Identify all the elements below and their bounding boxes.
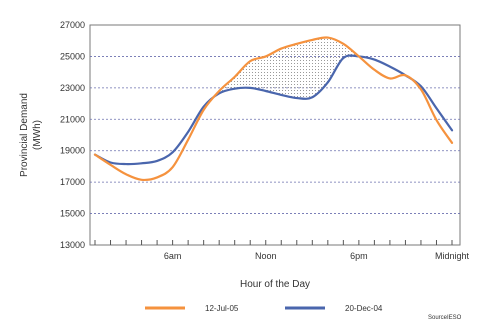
y-tick-label: 17000 [60,177,85,187]
x-axis-ticks: 6am Noon 6pm Midnight [94,240,470,261]
data-point-jul [140,178,143,181]
series-line-jul [93,36,454,182]
data-point-dec [125,163,127,165]
data-point-jul [435,119,438,121]
series-lines [93,36,454,182]
x-axis-title: Hour of the Day [240,279,310,290]
data-point-dec [233,87,236,90]
source-note: SourceIESO [428,315,462,321]
data-point-dec [280,94,283,96]
data-point-jul [264,55,267,58]
data-point-jul [357,55,360,58]
y-axis-ticks: 13000 15000 17000 19000 21000 23000 25000 27000 [60,20,85,250]
data-point-jul [404,74,407,77]
y-tick-label: 13000 [60,240,85,250]
data-point-jul [218,90,221,92]
legend: 12-Jul-05 20-Dec-04 [145,304,383,313]
y-tick-label: 25000 [60,51,85,61]
data-point-jul [156,176,158,179]
difference-shaded-area [219,37,359,99]
data-point-dec [171,151,174,154]
data-point-dec [342,57,345,59]
legend-label-dec: 20-Dec-04 [345,304,383,313]
data-point-dec [389,65,391,68]
data-point-dec [420,85,422,88]
x-tick-label: Noon [255,251,277,261]
y-tick-label: 19000 [60,146,85,156]
data-point-dec [187,130,190,133]
data-point-jul [420,88,422,91]
data-point-jul [233,75,236,78]
data-point-jul [249,60,252,63]
y-axis-unit: (MWh) [32,120,43,150]
x-tick-label: 6pm [350,251,368,261]
y-axis-title: Provincial Demand [19,93,30,177]
data-point-dec [451,129,453,132]
data-point-jul [187,138,190,141]
y-tick-label: 27000 [60,20,85,30]
data-point-jul [373,68,376,71]
data-point-dec [373,58,376,61]
x-tick-label: Midnight [435,251,470,261]
data-point-jul [326,36,329,39]
legend-label-jul: 12-Jul-05 [205,304,239,313]
data-point-jul [451,141,453,144]
data-point-jul [109,163,112,166]
data-point-jul [202,108,205,111]
data-point-dec [311,96,314,99]
data-point-dec [202,105,205,108]
data-point-dec [295,97,298,99]
data-point-dec [249,86,252,89]
data-point-dec [264,90,267,92]
x-tick-label: 6am [164,251,182,261]
data-point-jul [311,39,314,41]
data-point-jul [94,153,96,156]
y-tick-label: 15000 [60,209,85,219]
data-point-jul [171,166,174,169]
series-line-dec [93,54,454,166]
data-point-dec [156,160,158,162]
data-point-dec [435,107,438,110]
data-point-jul [280,47,283,50]
data-point-dec [140,162,143,165]
data-point-jul [125,173,127,176]
data-point-dec [326,81,329,84]
data-point-dec [109,161,112,164]
y-tick-label: 21000 [60,114,85,124]
data-point-jul [295,42,298,45]
data-point-jul [342,42,345,45]
y-tick-label: 23000 [60,83,85,93]
data-point-jul [389,77,391,80]
